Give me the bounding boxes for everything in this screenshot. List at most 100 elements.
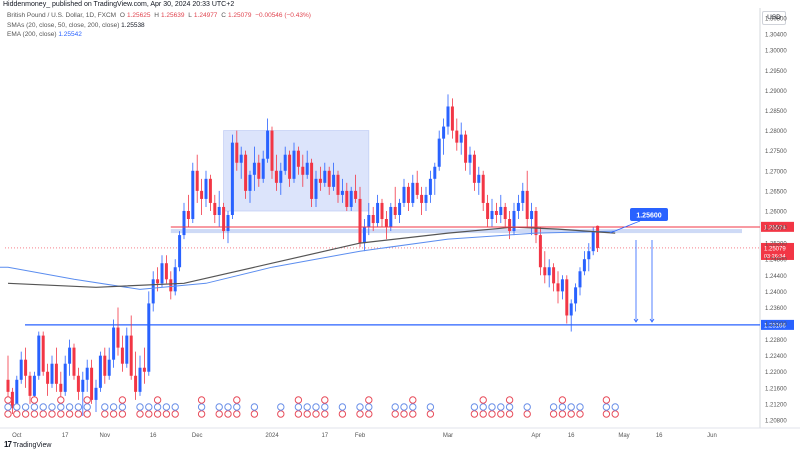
event-flag-icon <box>391 403 399 411</box>
candle-body <box>81 379 85 392</box>
candle-body <box>59 383 63 392</box>
candle-body <box>481 174 485 203</box>
grid <box>0 8 800 429</box>
event-flag-icon <box>576 410 584 418</box>
event-flag-icon <box>294 403 303 411</box>
currency-button[interactable]: USD <box>762 11 786 25</box>
event-flag-icon <box>83 410 91 418</box>
time-tick-label: Oct <box>12 433 22 439</box>
candle-body <box>494 210 498 215</box>
event-flag-icon <box>488 403 496 411</box>
event-flag-icon <box>30 403 39 411</box>
candle-body <box>248 174 252 191</box>
candle-body <box>552 267 556 284</box>
time-axis[interactable]: Oct 17 Nov 16 Dec 2024 17 Feb Mar Apr 16 May 16 Jun <box>12 433 717 439</box>
candle-body <box>134 375 138 392</box>
time-tick-label: Nov <box>99 433 110 439</box>
candle-body <box>10 391 14 408</box>
candle-body <box>362 227 366 244</box>
event-flag-icon <box>602 410 611 418</box>
event-flag-icon <box>321 410 329 418</box>
event-flag-icon <box>523 410 531 418</box>
price-tick-label: 1.26500 <box>765 189 787 195</box>
candle-body <box>288 154 292 179</box>
candle-body <box>85 367 89 380</box>
candle-body <box>164 263 168 280</box>
price-tick-label: 1.25200 <box>765 242 787 248</box>
ema-label[interactable]: EMA (200, close) <box>7 31 57 38</box>
candle-body <box>437 138 441 167</box>
candle-body <box>411 182 415 203</box>
candle-body <box>450 106 454 131</box>
time-tick-label: 17 <box>321 433 328 439</box>
candle-body <box>182 210 186 236</box>
sma-label[interactable]: SMAs (20, close, 50, close, 200, close) <box>7 21 120 29</box>
event-flag-icon <box>118 410 127 418</box>
price-tick-label: 1.24400 <box>765 274 787 280</box>
candle-body <box>358 198 362 244</box>
event-flag-icon <box>391 410 399 418</box>
event-flag-icon <box>57 410 65 418</box>
candle-body <box>349 190 353 207</box>
event-flag-icon <box>409 396 417 404</box>
low-value: 1.24977 <box>193 12 218 19</box>
candle-body <box>195 170 199 191</box>
candle-body <box>459 134 463 143</box>
event-flag-icon <box>48 403 56 411</box>
candle-body <box>301 166 305 175</box>
candle-body <box>37 335 41 376</box>
candle-body <box>261 158 265 179</box>
candle-body <box>499 206 503 215</box>
candle-body <box>41 335 45 372</box>
price-axis[interactable]: 1.30800 1.30400 1.30000 1.29500 1.29000 1.285… <box>765 17 787 425</box>
event-flag-icon <box>74 403 83 411</box>
candle-body <box>569 303 573 316</box>
event-flag-icon <box>312 410 320 418</box>
price-tick-label: 1.23600 <box>765 306 787 312</box>
tradingview-footer[interactable]: 17 TradingView <box>4 440 51 449</box>
event-flag-icon <box>338 403 347 411</box>
candle-body <box>32 375 36 396</box>
candle-body <box>486 202 490 220</box>
candle-body <box>103 355 107 376</box>
candle-body <box>222 206 226 232</box>
candle-body <box>125 335 129 364</box>
price-tick-label: 1.28000 <box>765 129 787 135</box>
candle-body <box>384 219 388 228</box>
event-flag-icon <box>118 403 127 411</box>
publish-info: Hiddenmoney_ published on TradingView.co… <box>0 0 800 9</box>
candle-body <box>257 162 261 179</box>
candle-body <box>406 186 410 203</box>
candle-body <box>283 154 287 171</box>
event-flag-icon <box>215 410 223 418</box>
candles <box>6 94 600 416</box>
candle-body <box>336 174 340 195</box>
event-flag-icon <box>21 410 30 418</box>
price-tick-label: 1.21200 <box>765 402 787 408</box>
candle-body <box>314 178 318 199</box>
time-tick-label: Feb <box>355 433 366 439</box>
event-flag-icon <box>153 403 162 411</box>
candle-body <box>244 154 248 191</box>
event-flag-icon <box>321 403 329 411</box>
event-flag-icon <box>470 403 479 411</box>
event-flag-icon <box>83 396 91 404</box>
event-flag-icon <box>497 403 505 411</box>
price-tick-label: 1.24000 <box>765 290 787 296</box>
consolidation-box <box>223 130 370 212</box>
candle-body <box>354 190 358 199</box>
event-flag-icon <box>549 410 558 418</box>
arrow-head <box>633 318 639 323</box>
candle-body <box>402 186 406 203</box>
candle-body <box>76 375 80 392</box>
arrow-head <box>649 318 655 323</box>
annotations-back <box>5 130 760 326</box>
candle-body <box>208 178 212 203</box>
candle-body <box>90 367 94 400</box>
time-tick-label: Apr <box>531 433 540 439</box>
candle-body <box>239 154 243 163</box>
time-tick-label: 17 <box>62 433 69 439</box>
event-flag-icon <box>409 410 417 418</box>
candle-body <box>279 170 283 183</box>
